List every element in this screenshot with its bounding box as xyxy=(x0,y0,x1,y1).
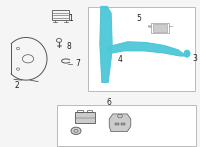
Text: 2: 2 xyxy=(15,81,19,90)
Bar xyxy=(151,23,169,33)
Bar xyxy=(52,10,69,20)
Text: 3: 3 xyxy=(193,54,197,63)
Bar xyxy=(115,123,119,125)
Bar xyxy=(153,24,167,32)
Circle shape xyxy=(71,127,81,135)
Bar xyxy=(87,110,92,112)
Bar xyxy=(77,110,83,112)
Text: 1: 1 xyxy=(69,14,73,23)
Text: 7: 7 xyxy=(76,59,80,69)
Bar xyxy=(121,123,125,125)
Polygon shape xyxy=(100,7,112,82)
Bar xyxy=(57,105,196,146)
Bar xyxy=(75,112,95,123)
Text: 4: 4 xyxy=(118,55,122,64)
Polygon shape xyxy=(108,42,186,56)
Polygon shape xyxy=(109,114,131,132)
Ellipse shape xyxy=(184,50,190,57)
Text: 8: 8 xyxy=(67,42,71,51)
Bar xyxy=(88,7,195,91)
Text: 5: 5 xyxy=(137,14,141,23)
Text: 6: 6 xyxy=(107,98,111,107)
